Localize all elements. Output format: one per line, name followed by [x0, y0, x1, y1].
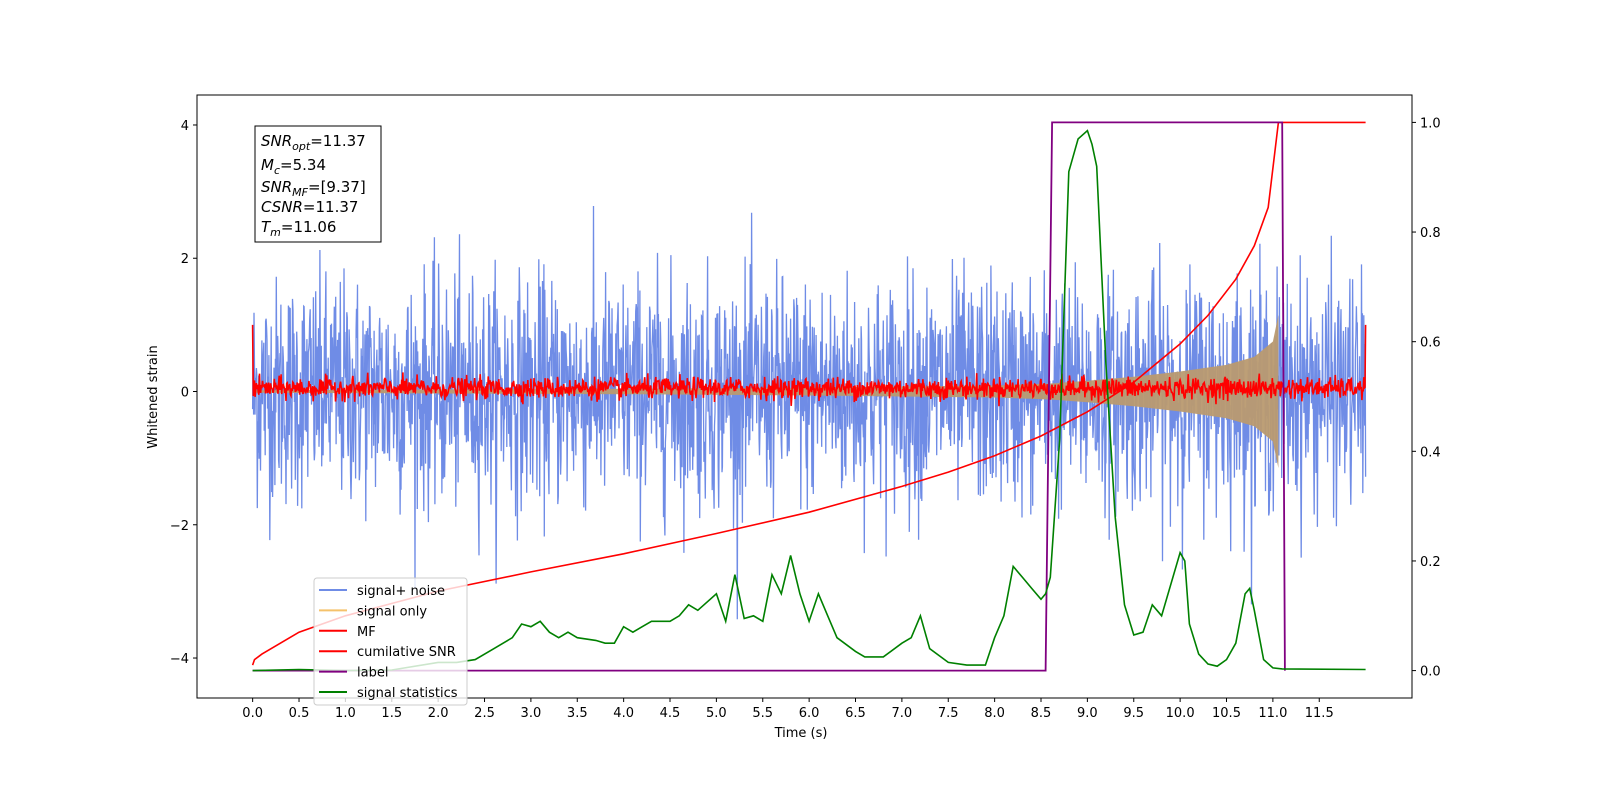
y-tick-label-left: −2: [170, 519, 189, 534]
y-tick-label-left: 2: [181, 252, 189, 267]
series-signal-noise: [251, 205, 1367, 620]
legend-label: cumilative SNR: [357, 645, 456, 660]
y-tick-label-right: 1.0: [1420, 116, 1441, 131]
x-tick-label: 5.5: [752, 706, 773, 721]
x-tick-label: 0.0: [242, 706, 263, 721]
series-mf: [251, 324, 1367, 407]
x-tick-label: 0.5: [289, 706, 310, 721]
x-tick-label: 6.5: [845, 706, 866, 721]
x-tick-label: 8.0: [984, 706, 1005, 721]
x-tick-label: 10.5: [1212, 706, 1241, 721]
series-signal-statistics: [252, 129, 1366, 672]
y-tick-label-left: 0: [181, 386, 189, 401]
legend-label: signal statistics: [357, 686, 458, 701]
y-tick-label-left: 4: [181, 119, 189, 134]
info-mc: Mc=5.34: [261, 156, 326, 177]
info-snr-opt: SNRopt=11.37: [261, 132, 366, 153]
info-snr-mf: SNRMF=[9.37]: [261, 178, 366, 199]
x-tick-label: 10.0: [1166, 706, 1195, 721]
series-label: [252, 121, 1286, 672]
x-tick-label: 4.0: [613, 706, 634, 721]
x-tick-label: 11.5: [1305, 706, 1334, 721]
info-csnr: CSNR=11.37: [261, 198, 358, 216]
y-tick-label-right: 0.0: [1420, 665, 1441, 680]
x-tick-label: 11.0: [1258, 706, 1287, 721]
legend-label: MF: [357, 625, 376, 640]
y-tick-label-right: 0.6: [1420, 336, 1441, 351]
y-axis-label-left: Whitened strain: [146, 345, 161, 448]
info-box: SNRopt=11.37 Mc=5.34 SNRMF=[9.37] CSNR=1…: [254, 125, 382, 243]
x-tick-label: 4.5: [660, 706, 681, 721]
x-tick-label: 3.0: [521, 706, 542, 721]
y-tick-label-right: 0.2: [1420, 555, 1441, 570]
x-axis-label: Time (s): [774, 726, 828, 741]
x-axis: 0.0 0.5 1.0 1.5 2.0 2.5 3.0 3.5 4.0 4.5 5.0 5.5 6.0 6…: [242, 698, 1334, 721]
x-tick-label: 5.0: [706, 706, 727, 721]
x-tick-label: 8.5: [1031, 706, 1052, 721]
info-tm: Tm=11.06: [261, 218, 336, 239]
plot-frame: [196, 94, 1413, 699]
x-tick-label: 2.0: [428, 706, 449, 721]
x-tick-label: 7.5: [938, 706, 959, 721]
legend-label: label: [357, 666, 388, 681]
x-tick-label: 9.0: [1077, 706, 1098, 721]
x-tick-label: 7.0: [892, 706, 913, 721]
x-tick-label: 9.5: [1123, 706, 1144, 721]
x-tick-label: 2.5: [474, 706, 495, 721]
y-tick-label-right: 0.8: [1420, 226, 1441, 241]
y-tick-label-left: −4: [170, 652, 189, 667]
y-axis-right: 1.0 0.8 0.6 0.4 0.2 0.0: [1412, 116, 1441, 680]
y-axis-left: 4 2 0 −2 −4: [170, 119, 197, 667]
y-tick-label-right: 0.4: [1420, 445, 1441, 460]
x-tick-label: 1.5: [381, 706, 402, 721]
x-tick-label: 6.0: [799, 706, 820, 721]
legend: signal+ noise signal only MF cumilative SNR…: [313, 577, 468, 706]
legend-label: signal+ noise: [357, 584, 445, 599]
x-tick-label: 1.0: [335, 706, 356, 721]
x-tick-label: 3.5: [567, 706, 588, 721]
legend-label: signal only: [357, 604, 427, 619]
